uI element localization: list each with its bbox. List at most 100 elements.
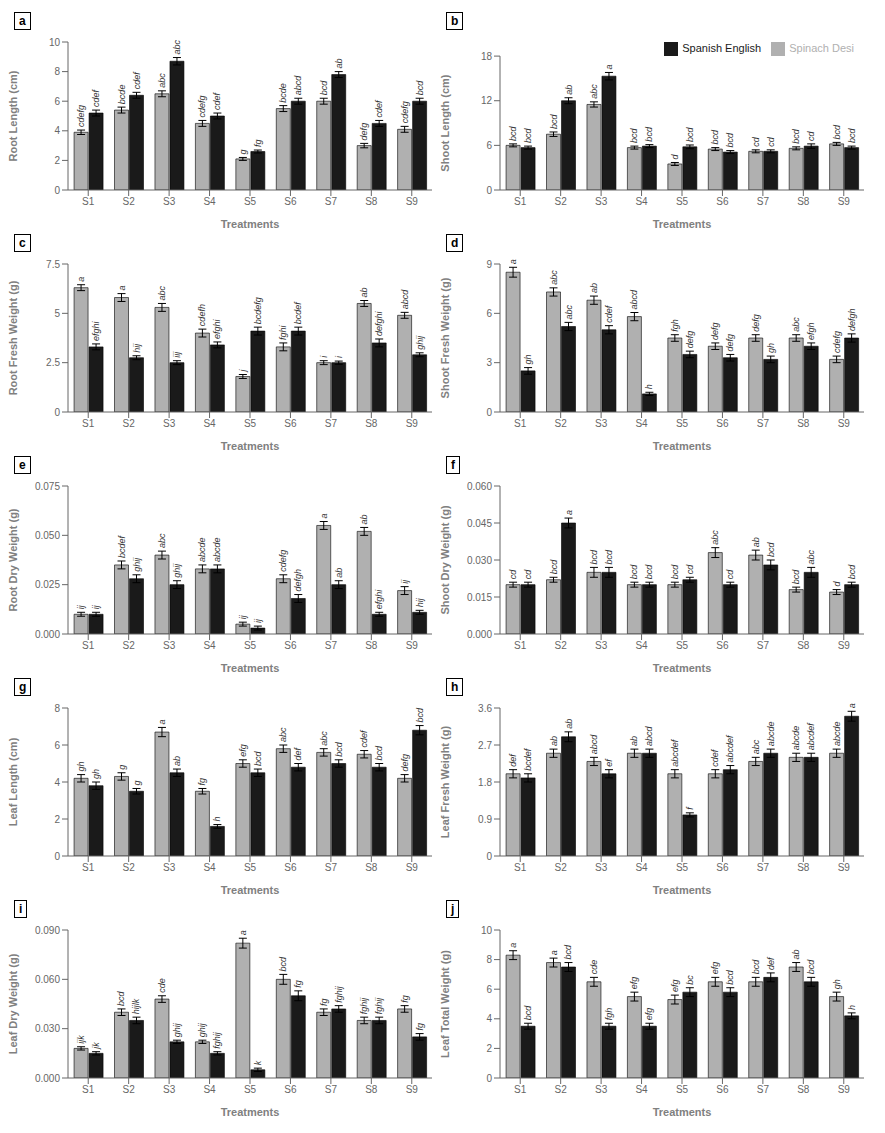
svg-text:S9: S9	[838, 1084, 851, 1095]
svg-text:Treatments: Treatments	[221, 218, 280, 230]
svg-text:S8: S8	[365, 418, 378, 429]
svg-text:ij: ij	[76, 604, 86, 609]
svg-text:S4: S4	[203, 418, 216, 429]
svg-text:Root Fresh Weight (g): Root Fresh Weight (g)	[8, 280, 19, 395]
svg-text:S7: S7	[757, 1084, 770, 1095]
svg-text:Shoot Length (cm): Shoot Length (cm)	[440, 74, 451, 171]
svg-text:7.5: 7.5	[46, 259, 60, 270]
svg-text:abcde: abcde	[197, 537, 207, 562]
svg-text:0: 0	[54, 851, 60, 862]
svg-text:0: 0	[54, 407, 60, 418]
svg-text:fg: fg	[400, 995, 410, 1003]
svg-text:S9: S9	[838, 196, 851, 207]
svg-text:S4: S4	[635, 862, 648, 873]
svg-text:ab: ab	[564, 85, 574, 95]
svg-text:ab: ab	[334, 59, 344, 69]
svg-text:bcd: bcd	[117, 990, 127, 1006]
svg-text:bcdef: bcdef	[117, 534, 127, 558]
svg-text:S2: S2	[555, 862, 568, 873]
svg-text:S8: S8	[797, 196, 810, 207]
svg-text:6: 6	[486, 140, 492, 151]
svg-text:S3: S3	[595, 862, 608, 873]
svg-text:S6: S6	[284, 862, 297, 873]
svg-text:S9: S9	[406, 196, 419, 207]
svg-text:a: a	[847, 703, 857, 708]
svg-text:ab: ab	[172, 756, 182, 766]
svg-text:S1: S1	[514, 862, 527, 873]
svg-text:abcdef: abcdef	[725, 734, 735, 763]
svg-text:fghij: fghij	[212, 1031, 222, 1049]
svg-text:12: 12	[481, 95, 493, 106]
svg-text:def: def	[766, 956, 776, 970]
svg-text:fgh: fgh	[604, 1008, 614, 1021]
svg-text:bcd: bcd	[710, 129, 720, 145]
svg-text:abc: abc	[710, 530, 720, 545]
svg-text:S4: S4	[635, 640, 648, 651]
svg-text:S5: S5	[244, 640, 257, 651]
svg-text:S6: S6	[284, 1084, 297, 1095]
svg-text:Root Length (cm): Root Length (cm)	[8, 70, 19, 161]
svg-text:S2: S2	[555, 418, 568, 429]
svg-text:defgh: defgh	[293, 569, 303, 592]
svg-text:cdef: cdef	[359, 729, 369, 748]
svg-text:6: 6	[486, 308, 492, 319]
svg-text:S7: S7	[325, 418, 338, 429]
svg-text:ghij: ghij	[415, 335, 425, 350]
svg-text:i: i	[334, 355, 344, 358]
svg-text:cdefg: cdefg	[76, 105, 86, 127]
svg-text:defghi: defghi	[374, 310, 384, 336]
svg-text:bcd: bcd	[751, 959, 761, 975]
svg-text:ghij: ghij	[197, 1022, 207, 1037]
svg-text:Treatments: Treatments	[653, 1106, 712, 1118]
svg-text:defg: defg	[751, 314, 761, 332]
svg-text:S6: S6	[284, 196, 297, 207]
svg-text:def: def	[293, 746, 303, 760]
svg-text:g: g	[238, 149, 248, 154]
svg-text:S4: S4	[203, 1084, 216, 1095]
svg-text:Leaf Length (cm): Leaf Length (cm)	[8, 737, 19, 826]
svg-text:bcd: bcd	[319, 80, 329, 96]
svg-text:0.000: 0.000	[35, 1073, 60, 1084]
svg-text:abcd: abcd	[293, 75, 303, 96]
svg-text:Leaf Dry Weight (g): Leaf Dry Weight (g)	[8, 953, 19, 1054]
svg-text:efgh: efgh	[806, 322, 816, 340]
svg-text:fghij: fghij	[334, 985, 344, 1003]
svg-text:ab: ab	[359, 514, 369, 524]
svg-text:a: a	[564, 510, 574, 515]
svg-text:a: a	[508, 259, 518, 264]
svg-text:S5: S5	[676, 196, 689, 207]
svg-text:2: 2	[486, 1043, 492, 1054]
svg-text:abc: abc	[172, 40, 182, 55]
svg-text:cd: cd	[725, 569, 735, 580]
svg-text:0.030: 0.030	[467, 555, 492, 566]
svg-text:efg: efg	[670, 980, 680, 993]
svg-text:abc: abc	[549, 270, 559, 285]
svg-text:6: 6	[54, 96, 60, 107]
svg-text:bcd: bcd	[847, 128, 857, 144]
svg-text:abcde: abcde	[791, 726, 801, 751]
svg-text:abcd: abcd	[589, 734, 599, 755]
svg-text:2: 2	[54, 155, 60, 166]
svg-text:cde: cde	[157, 978, 167, 993]
svg-text:3: 3	[486, 357, 492, 368]
svg-text:S1: S1	[514, 640, 527, 651]
svg-text:efghi: efghi	[374, 589, 384, 610]
svg-text:bcd: bcd	[847, 564, 857, 580]
svg-text:bcde: bcde	[278, 83, 288, 103]
svg-text:bc: bc	[685, 975, 695, 985]
svg-text:S7: S7	[325, 862, 338, 873]
svg-text:0: 0	[486, 851, 492, 862]
svg-text:fg: fg	[415, 1023, 425, 1031]
svg-text:S1: S1	[82, 640, 95, 651]
svg-text:8: 8	[54, 703, 60, 714]
svg-text:5: 5	[54, 308, 60, 319]
svg-text:cd: cd	[766, 136, 776, 147]
svg-text:S3: S3	[595, 640, 608, 651]
svg-text:0.9: 0.9	[478, 814, 492, 825]
svg-text:ij: ij	[238, 614, 248, 619]
svg-text:ab: ab	[549, 736, 559, 746]
svg-text:abc: abc	[751, 739, 761, 754]
svg-text:6: 6	[54, 740, 60, 751]
svg-text:Treatments: Treatments	[221, 1106, 280, 1118]
svg-text:S3: S3	[163, 640, 176, 651]
